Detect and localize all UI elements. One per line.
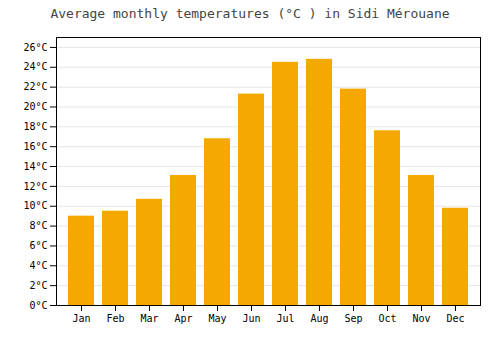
svg-text:Jul: Jul: [276, 313, 294, 324]
svg-text:4°C: 4°C: [29, 260, 47, 271]
svg-text:14°C: 14°C: [23, 161, 47, 172]
svg-text:Apr: Apr: [174, 313, 192, 324]
svg-text:0°C: 0°C: [29, 300, 47, 311]
svg-text:Nov: Nov: [412, 313, 430, 324]
svg-text:Sep: Sep: [344, 313, 362, 324]
svg-text:Aug: Aug: [310, 313, 328, 324]
svg-text:18°C: 18°C: [23, 121, 47, 132]
svg-text:Oct: Oct: [378, 313, 396, 324]
svg-text:20°C: 20°C: [23, 101, 47, 112]
svg-text:Jun: Jun: [242, 313, 260, 324]
svg-text:8°C: 8°C: [29, 220, 47, 231]
svg-text:Feb: Feb: [106, 313, 124, 324]
svg-text:Dec: Dec: [446, 313, 464, 324]
svg-text:10°C: 10°C: [23, 200, 47, 211]
svg-text:6°C: 6°C: [29, 240, 47, 251]
html-text:Average monthly temperatures (: Average monthly temperatures (°C ) in Si…: [50, 6, 450, 21]
svg-text:16°C: 16°C: [23, 141, 47, 152]
svg-text:Mar: Mar: [140, 313, 158, 324]
svg-text:May: May: [208, 313, 226, 324]
svg-text:22°C: 22°C: [23, 81, 47, 92]
svg-text:24°C: 24°C: [23, 61, 47, 72]
svg-text:2°C: 2°C: [29, 280, 47, 291]
svg-text:12°C: 12°C: [23, 181, 47, 192]
svg-text:26°C: 26°C: [23, 42, 47, 53]
svg-text:Jan: Jan: [72, 313, 90, 324]
